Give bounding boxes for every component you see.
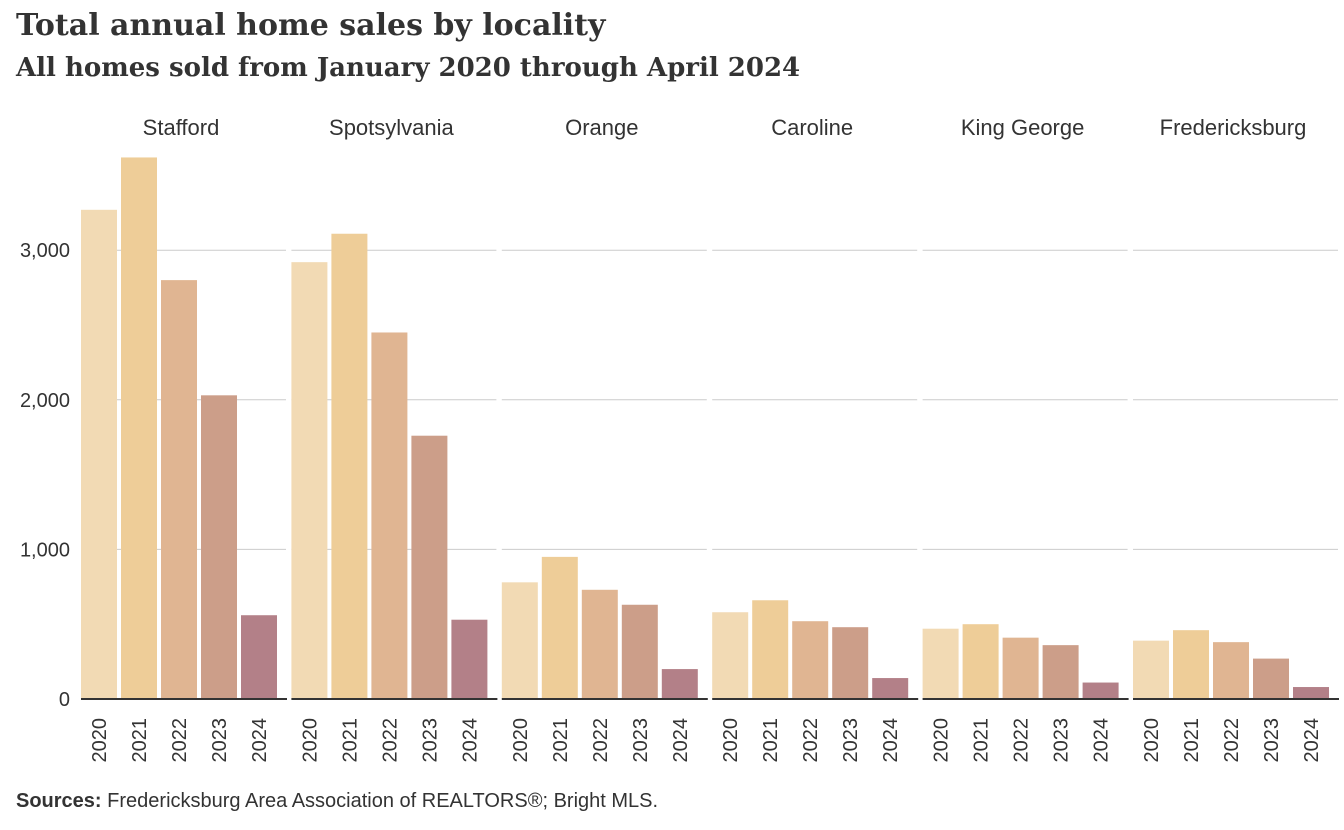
x-tick-label: 2020 [510, 718, 532, 763]
x-tick-label: 2022 [1011, 718, 1033, 763]
bar-spotsylvania-2020 [291, 262, 328, 699]
bar-spotsylvania-2021 [331, 233, 368, 699]
bar-king-george-2021 [962, 624, 999, 699]
bar-caroline-2020 [712, 612, 749, 699]
source-note: Sources: Fredericksburg Area Association… [16, 790, 658, 813]
chart-subtitle: All homes sold from January 2020 through… [16, 53, 801, 83]
bar-stafford-2023 [201, 395, 237, 699]
x-tick-label: 2024 [880, 718, 902, 763]
bar-king-george-2022 [1002, 637, 1039, 699]
x-tick-label: 2022 [590, 718, 612, 763]
x-tick-label: 2024 [1301, 718, 1323, 763]
x-tick-label: 2021 [129, 718, 151, 763]
bar-stafford-2022 [161, 280, 197, 699]
panel-title-stafford: Stafford [143, 115, 220, 140]
bar-king-george-2024 [1082, 682, 1119, 699]
x-tick-label: 2023 [1261, 718, 1283, 763]
bar-king-george-2020 [922, 628, 959, 699]
panel-title-king-george: King George [961, 115, 1085, 140]
source-text: Fredericksburg Area Association of REALT… [107, 790, 659, 812]
x-tick-label: 2020 [89, 718, 111, 763]
y-tick-label: 2,000 [20, 390, 70, 412]
x-tick-label: 2023 [840, 718, 862, 763]
x-tick-label: 2021 [760, 718, 782, 763]
y-tick-label: 1,000 [20, 539, 70, 561]
bar-caroline-2023 [832, 627, 869, 699]
x-tick-label: 2020 [720, 718, 742, 763]
x-tick-label: 2021 [339, 718, 361, 763]
bar-orange-2023 [621, 604, 658, 699]
bar-caroline-2021 [752, 600, 789, 699]
y-tick-label: 0 [59, 689, 70, 711]
y-tick-label: 3,000 [20, 240, 70, 262]
bar-king-george-2023 [1042, 645, 1079, 699]
x-tick-label: 2020 [931, 718, 953, 763]
bar-orange-2024 [661, 669, 698, 699]
x-tick-label: 2022 [800, 718, 822, 763]
x-tick-label: 2021 [971, 718, 993, 763]
panel-title-fredericksburg: Fredericksburg [1160, 115, 1307, 140]
bar-fredericksburg-2024 [1293, 687, 1329, 699]
panel-title-spotsylvania: Spotsylvania [329, 115, 455, 140]
x-tick-label: 2022 [1221, 718, 1243, 763]
bar-spotsylvania-2024 [451, 619, 488, 699]
bar-orange-2021 [541, 556, 578, 699]
x-tick-label: 2023 [630, 718, 652, 763]
panel-title-orange: Orange [565, 115, 638, 140]
bar-caroline-2024 [872, 678, 909, 699]
x-tick-label: 2021 [1181, 718, 1203, 763]
bar-stafford-2020 [81, 209, 117, 700]
x-tick-label: 2020 [299, 718, 321, 763]
bar-spotsylvania-2023 [411, 435, 448, 699]
bar-caroline-2022 [792, 621, 829, 699]
bar-fredericksburg-2021 [1173, 630, 1209, 699]
small-multiples-bar-chart: 0 1,000 2,000 3,000 Stafford 2020 2021 2022 2023… [20, 115, 1339, 763]
x-tick-label: 2024 [670, 718, 692, 763]
x-tick-label: 2024 [459, 718, 481, 763]
x-tick-label: 2024 [249, 718, 271, 763]
x-tick-label: 2020 [1141, 718, 1163, 763]
x-tick-label: 2022 [169, 718, 191, 763]
x-tick-label: 2023 [209, 718, 231, 763]
bar-stafford-2021 [121, 157, 157, 699]
x-tick-label: 2022 [379, 718, 401, 763]
bar-orange-2020 [501, 582, 538, 699]
x-tick-label: 2023 [419, 718, 441, 763]
source-label: Sources: [16, 790, 102, 812]
x-tick-label: 2024 [1091, 718, 1113, 763]
bar-spotsylvania-2022 [371, 332, 408, 699]
x-tick-label: 2021 [550, 718, 572, 763]
panel-title-caroline: Caroline [771, 115, 853, 140]
chart-title: Total annual home sales by locality [16, 8, 606, 43]
bar-stafford-2024 [241, 615, 277, 699]
x-tick-label: 2023 [1051, 718, 1073, 763]
bar-fredericksburg-2020 [1133, 640, 1169, 699]
bar-fredericksburg-2023 [1253, 658, 1289, 699]
bar-fredericksburg-2022 [1213, 642, 1249, 699]
bar-orange-2022 [581, 589, 618, 699]
